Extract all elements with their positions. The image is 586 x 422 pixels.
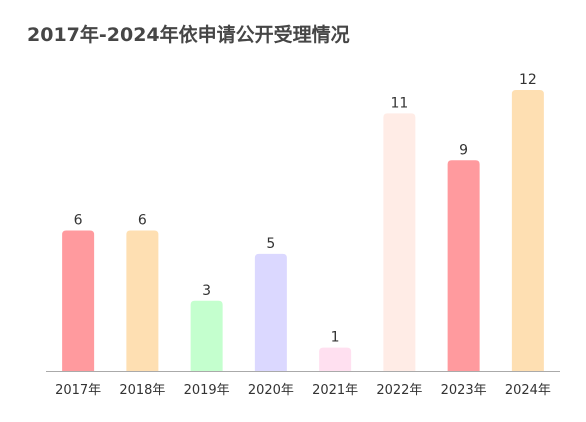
chart-title: 2017年-2024年依申请公开受理情况 (27, 24, 350, 46)
value-label-2020年: 5 (266, 236, 275, 252)
x-tick-label-2021年: 2021年 (312, 383, 358, 398)
value-label-2022年: 11 (390, 95, 408, 111)
bar-2017年[interactable] (62, 230, 95, 372)
bar-2024年[interactable] (511, 90, 544, 371)
x-tick-label-2020年: 2020年 (248, 383, 294, 398)
x-tick-label-2017年: 2017年 (55, 383, 101, 398)
value-label-2024年: 12 (519, 72, 537, 88)
value-label-2023年: 9 (459, 142, 468, 158)
value-label-2018年: 6 (138, 213, 147, 229)
value-label-2017年: 6 (74, 213, 83, 229)
x-tick-label-2022年: 2022年 (376, 383, 422, 398)
x-tick-label-2019年: 2019年 (184, 383, 230, 398)
x-tick-label-2018年: 2018年 (119, 383, 165, 398)
x-tick-label-2024年: 2024年 (505, 383, 551, 398)
bars-group (62, 90, 544, 372)
value-label-2021年: 1 (331, 330, 340, 346)
value-label-2019年: 3 (202, 283, 211, 299)
bar-2023年[interactable] (447, 160, 480, 371)
bar-2019年[interactable] (190, 300, 223, 371)
x-tick-label-2023年: 2023年 (441, 383, 487, 398)
bar-2022年[interactable] (383, 113, 416, 372)
bar-2021年[interactable] (319, 347, 352, 371)
bar-2020年[interactable] (254, 253, 287, 371)
bar-2018年[interactable] (126, 230, 159, 372)
x-tick-labels-group: 2017年 2018年 2019年 2020年 2021年 2022年 2023年 2024年 (55, 383, 551, 398)
